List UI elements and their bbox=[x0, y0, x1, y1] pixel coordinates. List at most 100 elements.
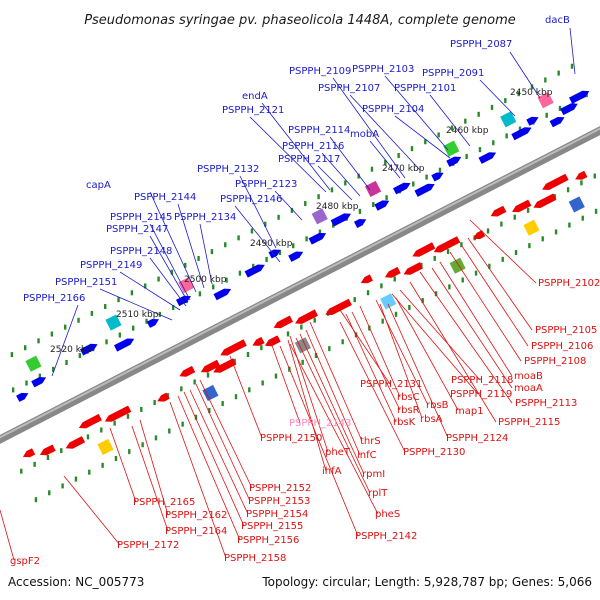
tick-mark bbox=[518, 126, 522, 132]
tick-mark bbox=[24, 345, 27, 351]
tick-mark bbox=[448, 284, 451, 290]
gene-label-PSPPH_2151[interactable]: PSPPH_2151 bbox=[55, 277, 117, 288]
gene-label-infC[interactable]: infC bbox=[357, 450, 377, 461]
gene-label-PSPPH_2162[interactable]: PSPPH_2162 bbox=[165, 510, 227, 521]
reverse-gene bbox=[325, 298, 352, 315]
reverse-gene bbox=[39, 444, 56, 456]
gene-label-PSPPH_2087[interactable]: PSPPH_2087 bbox=[450, 39, 512, 50]
gene-label-rpmI[interactable]: rpmI bbox=[362, 469, 385, 480]
gene-label-PSPPH_2123[interactable]: PSPPH_2123 bbox=[235, 179, 297, 190]
tick-mark bbox=[314, 352, 318, 358]
gene-label-PSPPH_2155[interactable]: PSPPH_2155 bbox=[241, 521, 303, 532]
gene-label-moaA[interactable]: moaA bbox=[514, 383, 543, 394]
reverse-gene bbox=[360, 274, 373, 284]
gene-label-PSPPH_2113[interactable]: PSPPH_2113 bbox=[515, 398, 577, 409]
gene-label-PSPPH_2101[interactable]: PSPPH_2101 bbox=[394, 83, 456, 94]
gene-label-mobA[interactable]: mobA bbox=[350, 129, 379, 140]
gene-label-rbsA[interactable]: rbsA bbox=[420, 414, 443, 425]
gene-label-PSPPH_2156[interactable]: PSPPH_2156 bbox=[237, 535, 299, 546]
leader-line-forward bbox=[369, 140, 401, 179]
leader-line-forward bbox=[119, 271, 181, 311]
tick-mark bbox=[328, 346, 331, 352]
gene-label-PSPPH_2130[interactable]: PSPPH_2130 bbox=[403, 447, 465, 458]
gene-label-PSPPH_2149[interactable]: PSPPH_2149 bbox=[80, 260, 142, 271]
gene-label-gspF2[interactable]: gspF2 bbox=[10, 556, 40, 567]
gene-label-PSPPH_2147[interactable]: PSPPH_2147 bbox=[106, 224, 168, 235]
gene-label-PSPPH_2106[interactable]: PSPPH_2106 bbox=[531, 341, 593, 352]
tick-mark bbox=[465, 153, 468, 159]
gene-label-endA[interactable]: endA bbox=[242, 91, 268, 102]
tick-mark bbox=[530, 84, 534, 90]
gene-label-PSPPH_2172[interactable]: PSPPH_2172 bbox=[117, 540, 179, 551]
gene-label-pheS[interactable]: pheS bbox=[375, 509, 400, 520]
forward-gene bbox=[549, 117, 565, 128]
gene-label-map1[interactable]: map1 bbox=[455, 406, 484, 417]
gene-label-PSPPH_2145[interactable]: PSPPH_2145 bbox=[110, 212, 172, 223]
tick-mark bbox=[61, 483, 64, 489]
gene-label-capA[interactable]: PSPPH_2146 bbox=[220, 194, 282, 205]
gene-label-PSPPH_2150[interactable]: PSPPH_2150 bbox=[260, 433, 322, 444]
gene-label-rbsK[interactable]: rbsK bbox=[393, 417, 416, 428]
gene-label-PSPPH_2119[interactable]: PSPPH_2119 bbox=[450, 389, 512, 400]
tick-mark bbox=[126, 413, 130, 419]
gene-label-PSPPH_2117[interactable]: PSPPH_2117 bbox=[278, 154, 340, 165]
reverse-gene bbox=[512, 199, 532, 213]
tick-mark bbox=[474, 270, 478, 276]
gene-label-PSPPH_2091[interactable]: PSPPH_2091 bbox=[422, 68, 484, 79]
gene-label-PSPPH_2102[interactable]: PSPPH_2102 bbox=[538, 278, 600, 289]
gene-label-PSPPH_2108[interactable]: PSPPH_2108 bbox=[524, 356, 586, 367]
gene-label-PSPPH_2103[interactable]: PSPPH_2103 bbox=[352, 64, 414, 75]
gene-label-PSPPH_2118[interactable]: PSPPH_2118 bbox=[451, 375, 513, 386]
gene-label-PSPPH_2121[interactable]: PSPPH_2121 bbox=[222, 105, 284, 116]
gene-label-PSPPH_2165[interactable]: PSPPH_2165 bbox=[133, 497, 195, 508]
genome-backbone bbox=[0, 126, 600, 444]
gene-label-PSPPH_2116[interactable]: PSPPH_2116 bbox=[282, 141, 344, 152]
gene-label-PSPPH_2153[interactable]: PSPPH_2153 bbox=[248, 496, 310, 507]
gene-label-ihfA[interactable]: ihfA bbox=[322, 466, 342, 477]
gene-label-PSPPH_2166[interactable]: PSPPH_2166 bbox=[23, 293, 85, 304]
gene-label-moaB[interactable]: moaB bbox=[514, 371, 543, 382]
domain-block bbox=[105, 314, 122, 331]
reverse-gene bbox=[273, 315, 293, 329]
gene-label-PSPPH_2144[interactable]: PSPPH_2144 bbox=[134, 192, 196, 203]
leader-line-reverse bbox=[63, 475, 121, 546]
gene-label-PSPPH_2105[interactable]: PSPPH_2105 bbox=[535, 325, 597, 336]
gene-label-PSPPH_2164[interactable]: PSPPH_2164 bbox=[165, 526, 227, 537]
gene-label-PSPPH_2148[interactable]: PSPPH_2148 bbox=[110, 246, 172, 257]
gene-label-pheT[interactable]: pheT bbox=[325, 447, 351, 458]
gene-label-thrS[interactable]: thrS bbox=[360, 436, 381, 447]
reverse-gene bbox=[433, 236, 461, 253]
gene-label-PSPPH_2115[interactable]: PSPPH_2115 bbox=[498, 417, 560, 428]
gene-label-PSPPH_2154[interactable]: PSPPH_2154 bbox=[246, 509, 308, 520]
tick-mark bbox=[77, 317, 80, 323]
leader-line-reverse bbox=[431, 267, 513, 389]
tick-mark bbox=[64, 324, 67, 330]
gene-label-rbsC[interactable]: rbsC bbox=[397, 392, 420, 403]
gene-label-PSPPH_2114[interactable]: PSPPH_2114 bbox=[288, 125, 350, 136]
tick-mark bbox=[78, 353, 82, 359]
gene-label-PSPPH_2104[interactable]: PSPPH_2104 bbox=[362, 104, 424, 115]
gene-label-PSPPH_2134[interactable]: PSPPH_2134 bbox=[174, 212, 236, 223]
gene-label-PSPPH_2146[interactable]: capA bbox=[86, 180, 111, 191]
domain-block bbox=[449, 257, 466, 274]
gene-label-PSPPH_2152[interactable]: PSPPH_2152 bbox=[249, 483, 311, 494]
gene-label-PSPPH_2143[interactable]: PSPPH_2143 bbox=[289, 418, 351, 429]
tick-mark bbox=[37, 338, 40, 344]
tick-mark bbox=[154, 435, 158, 441]
tick-mark bbox=[237, 235, 240, 241]
gene-label-PSPPH_2131[interactable]: PSPPH_2131 bbox=[360, 379, 422, 390]
gene-label-PSPPH_2158[interactable]: PSPPH_2158 bbox=[224, 553, 286, 564]
gene-label-PSPPH_2107[interactable]: PSPPH_2107 bbox=[318, 83, 380, 94]
gene-label-PSPPH_2132[interactable]: PSPPH_2132 bbox=[197, 164, 259, 175]
tick-mark bbox=[500, 221, 503, 227]
gene-label-rplT[interactable]: rplT bbox=[368, 488, 388, 499]
gene-label-PSPPH_2109[interactable]: PSPPH_2109 bbox=[289, 66, 351, 77]
gene-label-PSPPH_2142[interactable]: PSPPH_2142 bbox=[355, 531, 417, 542]
gene-label-rbsR[interactable]: rbsR bbox=[397, 405, 420, 416]
tick-mark bbox=[221, 401, 224, 407]
gene-label-rbsB[interactable]: rbsB bbox=[426, 400, 449, 411]
gene-label-dacB[interactable]: dacB bbox=[545, 15, 570, 26]
tick-mark bbox=[517, 91, 520, 97]
tick-mark bbox=[385, 195, 388, 201]
gene-label-PSPPH_2124[interactable]: PSPPH_2124 bbox=[446, 433, 508, 444]
